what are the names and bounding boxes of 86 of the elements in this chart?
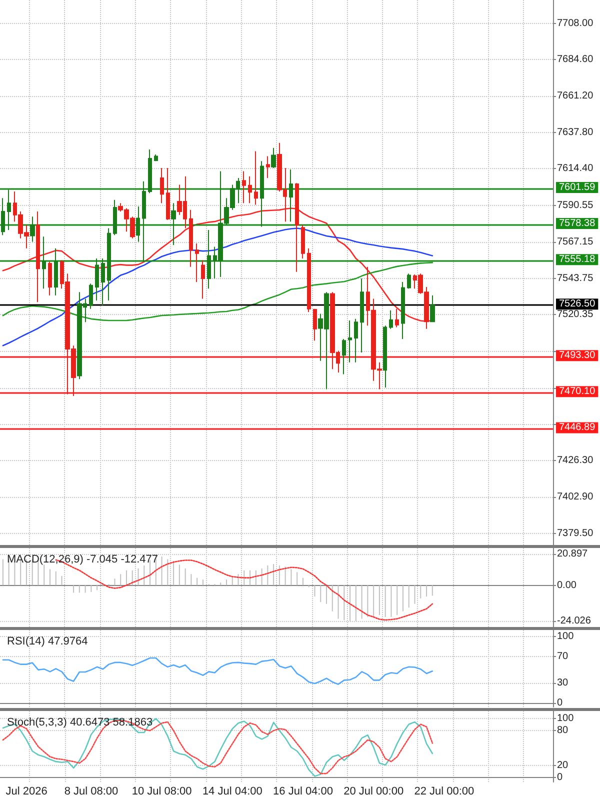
y-tick-label: 7684.60 (557, 54, 594, 66)
y-tick-label: 20 (557, 760, 569, 772)
candlestick (148, 149, 152, 194)
candlestick (195, 242, 199, 282)
candlestick (48, 261, 52, 296)
ref-line-label: 7470.10 (559, 386, 596, 398)
candlestick (430, 294, 435, 323)
y-tick-label: 7661.20 (557, 90, 594, 102)
candlestick (30, 216, 35, 242)
y-tick-label: 80 (557, 724, 569, 736)
candlestick (1, 198, 5, 236)
y-tick-label: 70 (557, 651, 569, 662)
x-tick-label: 14 Jul 04:00 (202, 786, 262, 798)
text: RSI(14) 47.9764 (7, 636, 88, 648)
candlestick (142, 180, 146, 262)
y-tick-label: 7567.15 (557, 236, 594, 248)
y-tick-label: 0 (557, 772, 563, 783)
candlestick (154, 154, 158, 162)
y-tick-label: -24.026 (557, 616, 592, 627)
candlestick (160, 168, 164, 204)
candlestick (260, 160, 264, 228)
candlestick (54, 248, 58, 296)
candlestick (266, 156, 270, 178)
x-tick-label: 10 Jul 08:00 (132, 786, 192, 798)
y-tick-label: 20.897 (557, 548, 588, 560)
line-series (2, 657, 434, 685)
candlestick (189, 209, 193, 268)
candlestick (407, 273, 411, 290)
y-tick-label: 7637.80 (557, 126, 594, 138)
x-tick-label: Jul 2026 (6, 786, 48, 798)
y-tick-label: 7543.75 (557, 272, 594, 284)
candlestick (360, 278, 364, 353)
candlestick (101, 258, 105, 306)
candlestick (395, 308, 399, 328)
candlestick (36, 210, 40, 303)
candlestick (342, 338, 346, 375)
candlestick (201, 260, 205, 300)
y-tick-label: 30 (557, 678, 569, 689)
candlestick (313, 308, 317, 342)
candlestick (171, 202, 176, 246)
candlestick (89, 283, 93, 310)
candlestick (389, 310, 393, 330)
y-tick-label: 100 (557, 713, 574, 724)
ref-line-label: 7578.38 (559, 218, 596, 230)
ref-line-label: 7493.30 (559, 350, 596, 362)
candlestick (271, 147, 276, 169)
candlestick (42, 236, 46, 290)
ref-line-label: 7555.18 (559, 254, 596, 266)
y-tick-label: 0.00 (557, 580, 577, 591)
candlestick (254, 150, 258, 206)
x-tick-label: 16 Jul 04:00 (273, 786, 333, 798)
line-series (2, 228, 434, 346)
candlestick (354, 318, 358, 363)
candlestick (207, 229, 211, 290)
y-tick-label: 0 (557, 698, 563, 708)
x-tick-label: 8 Jul 08:00 (64, 786, 118, 798)
candlestick (301, 224, 305, 260)
candlestick (289, 169, 293, 222)
ref-line-label: 7601.59 (559, 182, 596, 194)
y-tick-label: 7614.40 (557, 163, 594, 174)
y-tick-label: 7590.55 (557, 200, 594, 212)
candlestick (107, 228, 111, 301)
line-series (2, 262, 434, 322)
text: MACD(12,26,9) -7.045 -12.477 (7, 554, 158, 566)
candlestick (7, 189, 11, 230)
candlestick (401, 281, 405, 340)
y-tick-label: 7708.00 (557, 18, 594, 29)
y-tick-label: 7379.50 (557, 528, 594, 539)
y-tick-label: 7520.35 (557, 309, 594, 320)
candlestick (95, 258, 99, 301)
y-tick-label: 7402.90 (557, 492, 594, 503)
candlestick (136, 206, 140, 242)
candlestick (307, 248, 311, 313)
y-tick-label: 7426.30 (557, 455, 594, 466)
ref-line-label: 7526.50 (559, 298, 596, 310)
x-tick-label: 20 Jul 00:00 (344, 786, 404, 798)
candlestick (242, 170, 246, 204)
ref-line-label: 7446.89 (559, 422, 596, 434)
candlestick (248, 176, 252, 204)
candlestick (113, 199, 117, 236)
candlestick (348, 320, 352, 363)
candlestick (295, 182, 299, 272)
candlestick (166, 168, 170, 220)
candlestick (383, 325, 387, 388)
y-tick-label: 100 (557, 631, 574, 642)
x-tick-label: 22 Jul 00:00 (414, 786, 474, 798)
